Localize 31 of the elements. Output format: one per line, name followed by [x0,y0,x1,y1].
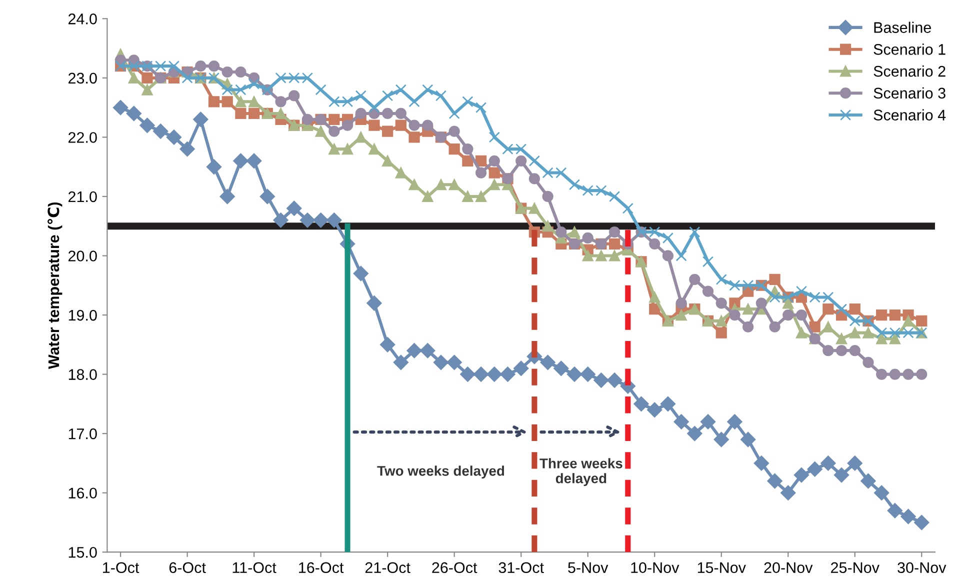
x-tick-label: 25-Nov [831,562,880,574]
x-tick-label: 11-Oct [232,562,276,574]
y-tick-label: 22.0 [68,132,97,143]
x-tick-label: 20-Nov [764,562,813,574]
y-tick-label: 24.0 [68,14,97,24]
y-tick-label: 18.0 [68,369,97,380]
x-tick-label: 6-Oct [169,562,206,574]
y-tick-label: 21.0 [68,191,97,202]
legend-label: Scenario 2 [874,66,946,77]
x-tick-label: 26-Oct [432,562,478,574]
y-tick-label: 20.0 [68,250,97,262]
x-tick-label: 31-Oct [498,562,544,574]
y-tick-label: 17.0 [68,428,97,440]
annotation: Three weeks delayed [540,458,622,486]
y-tick-label: 19.0 [68,310,97,321]
x-tick-label: 21-Oct [365,562,410,574]
legend-label: Scenario 1 [874,44,946,55]
x-tick-label: 1-Oct [103,562,140,574]
x-tick-label: 30-Nov [898,562,946,574]
y-tick-label: 16.0 [68,488,97,499]
x-tick-label: 10-Nov [631,562,680,574]
legend-label: Scenario 4 [874,109,946,120]
y-axis-title: Water temperature (℃) [48,202,62,370]
x-tick-label: 16-Oct [299,562,344,574]
annotation: Two weeks delayed [377,466,504,479]
legend-label: Baseline [874,22,931,33]
legend-label: Scenario 3 [874,87,946,99]
y-tick-label: 23.0 [68,72,97,84]
x-tick-label: 15-Nov [698,562,746,574]
y-tick-label: 15.0 [68,546,97,558]
x-tick-label: 5-Nov [568,562,608,574]
